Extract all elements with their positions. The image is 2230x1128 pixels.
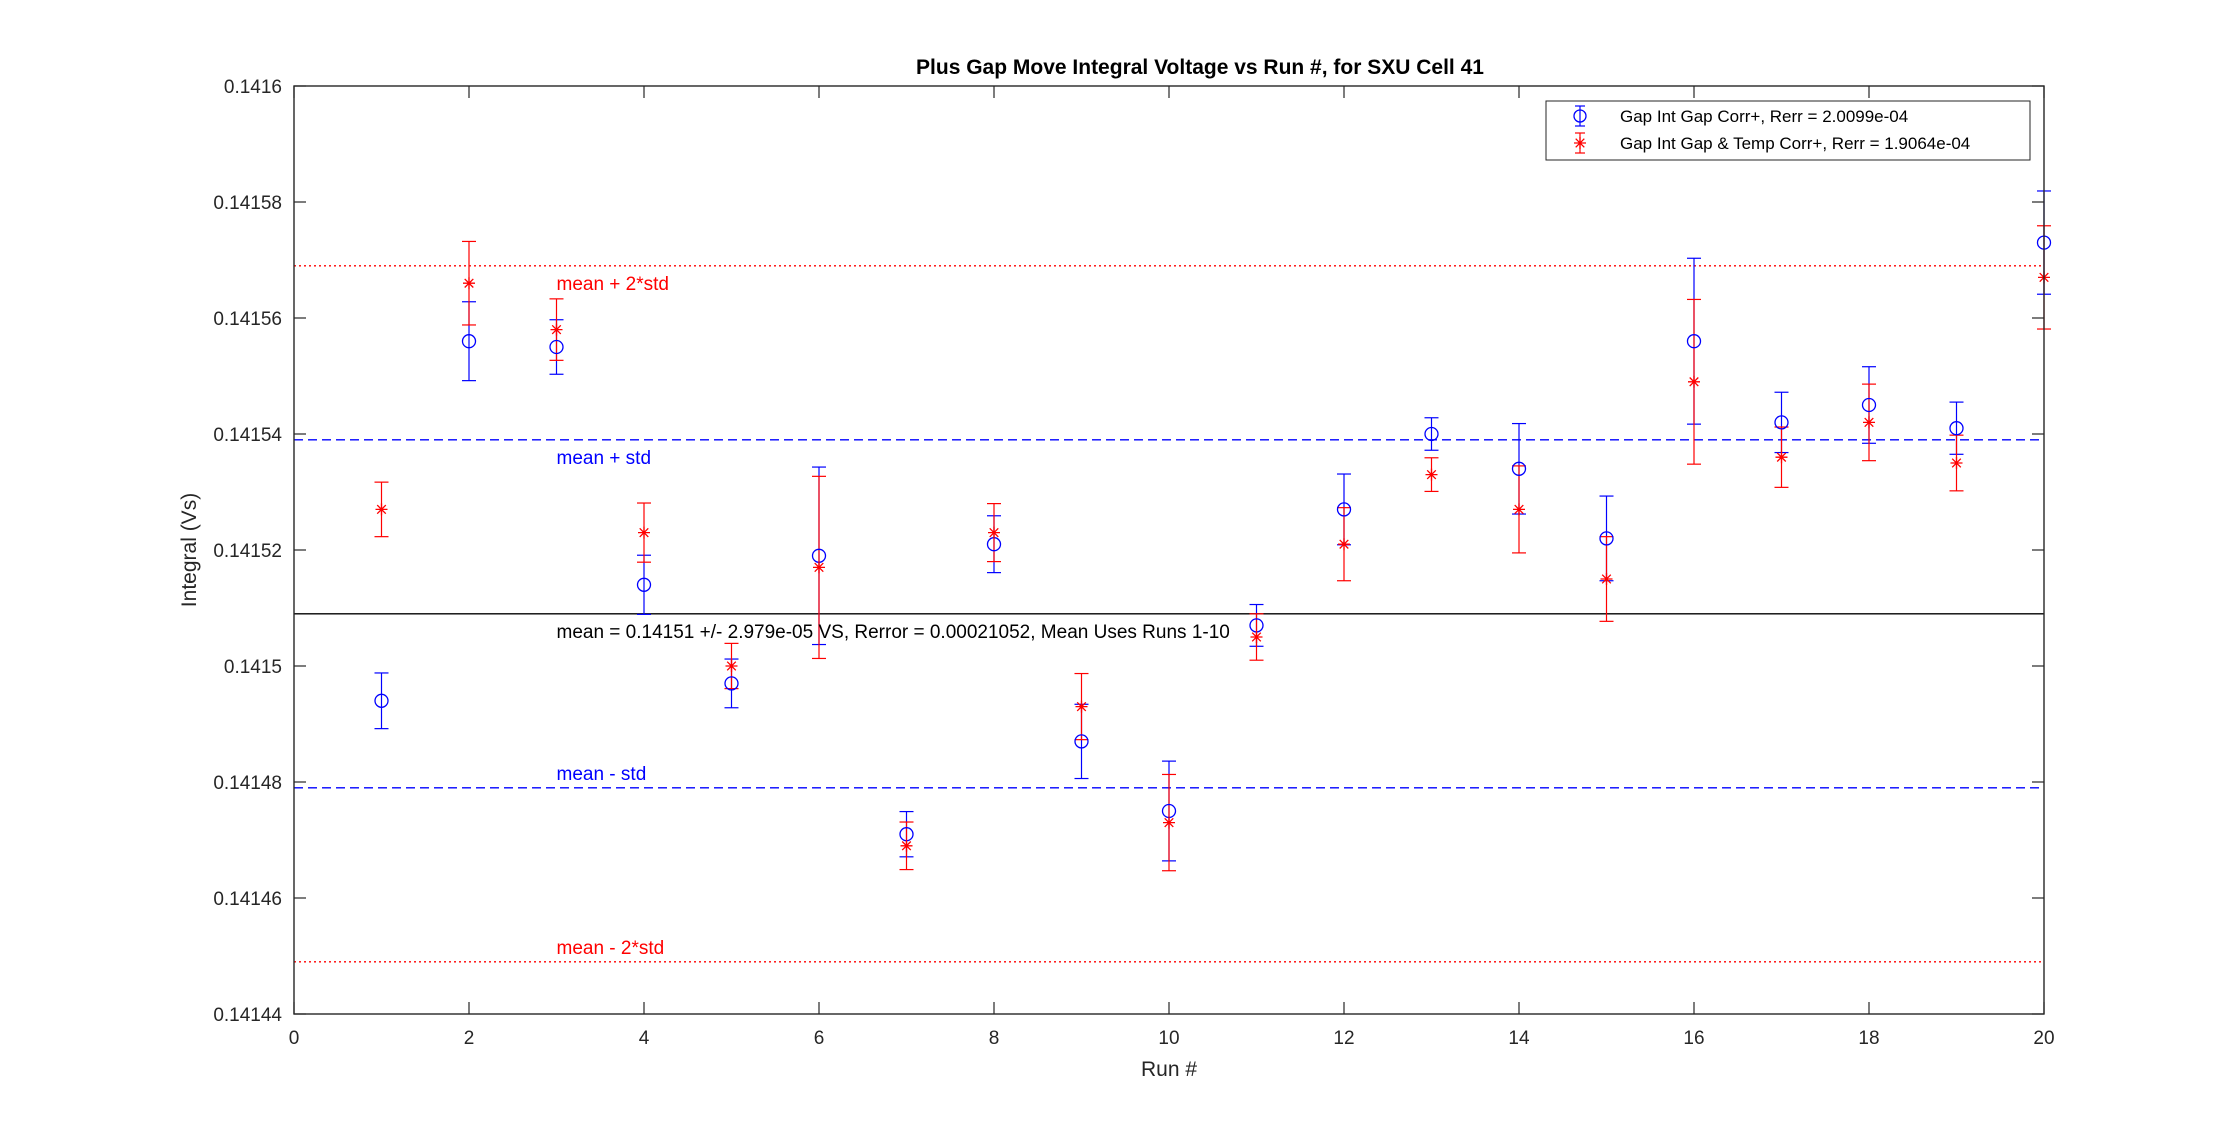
reference-line-label-2: mean + std bbox=[557, 448, 652, 469]
y-tick-label: 0.14154 bbox=[213, 425, 282, 446]
data-point-series-1 bbox=[461, 334, 477, 349]
data-point-series-2 bbox=[988, 526, 1000, 539]
data-point-series-2 bbox=[463, 277, 475, 290]
y-axis-label: Integral (Vs) bbox=[178, 493, 201, 607]
x-tick-label: 14 bbox=[1508, 1028, 1530, 1049]
legend-marker-series-1 bbox=[1573, 109, 1587, 123]
x-tick-label: 6 bbox=[814, 1028, 825, 1049]
x-axis-ticks: 0 2 4 6 8 10 12 14 16 18 20 bbox=[289, 86, 2055, 1049]
legend-marker-series-2 bbox=[1574, 137, 1586, 149]
reference-line-labels: mean + 2*std mean + std mean = 0.14151 +/-… bbox=[557, 274, 1230, 959]
data-point-series-1 bbox=[1861, 397, 1877, 413]
data-point-series-1 bbox=[724, 676, 739, 691]
chart-title: Plus Gap Move Integral Voltage vs Run #,… bbox=[916, 56, 1484, 79]
data-point-series-1 bbox=[1599, 531, 1614, 546]
data-point-series-1 bbox=[1949, 421, 1964, 436]
legend-label-series-1: Gap Int Gap Corr+, Rerr = 2.0099e-04 bbox=[1620, 107, 1908, 126]
reference-line-label-1: mean + 2*std bbox=[557, 274, 670, 295]
data-point-series-2 bbox=[1775, 451, 1788, 464]
data-point-series-2 bbox=[375, 503, 388, 516]
data-point-series-1 bbox=[1424, 426, 1439, 442]
reference-line-label-3: mean = 0.14151 +/- 2.979e-05 VS, Rerror … bbox=[557, 622, 1230, 643]
y-tick-label: 0.14148 bbox=[213, 773, 282, 794]
reference-line-label-4: mean - std bbox=[557, 764, 647, 785]
legend-items bbox=[1573, 105, 1587, 154]
data-point-series-1 bbox=[636, 577, 652, 592]
data-point-series-2 bbox=[550, 323, 563, 336]
x-tick-label: 12 bbox=[1333, 1028, 1354, 1049]
legend: Gap Int Gap Corr+, Rerr = 2.0099e-04 Gap… bbox=[1545, 100, 2031, 161]
data-point-series-2 bbox=[1600, 573, 1613, 585]
data-point-series-2 bbox=[725, 660, 738, 672]
y-axis-ticks: 0.14144 0.14146 0.14148 0.1415 0.14152 0.1415… bbox=[213, 77, 2044, 1026]
y-tick-label: 0.14156 bbox=[213, 309, 282, 330]
legend-box bbox=[1545, 100, 2031, 161]
x-axis-label: Run # bbox=[1141, 1058, 1197, 1081]
x-tick-label: 18 bbox=[1858, 1028, 1879, 1049]
data-point-series-2 bbox=[900, 839, 913, 852]
data-point-series-2 bbox=[1075, 700, 1088, 713]
data-point-series-2 bbox=[1163, 816, 1175, 829]
data-point-series-2 bbox=[1250, 631, 1263, 643]
data-point-series-2 bbox=[1688, 375, 1700, 388]
y-tick-label: 0.14144 bbox=[213, 1005, 282, 1026]
x-tick-label: 4 bbox=[639, 1028, 650, 1049]
data-markers bbox=[374, 235, 2052, 852]
data-point-series-1 bbox=[549, 339, 564, 355]
y-tick-label: 0.14158 bbox=[213, 193, 282, 214]
reference-line-label-5: mean - 2*std bbox=[557, 938, 665, 959]
y-tick-label: 0.14152 bbox=[213, 541, 282, 562]
data-point-series-1 bbox=[1774, 415, 1789, 430]
x-tick-label: 10 bbox=[1158, 1028, 1179, 1049]
data-point-series-2 bbox=[1425, 468, 1438, 481]
data-point-series-2 bbox=[1950, 457, 1963, 469]
x-tick-label: 8 bbox=[989, 1028, 1000, 1049]
y-tick-label: 0.1415 bbox=[224, 657, 282, 678]
y-tick-label: 0.14146 bbox=[213, 889, 282, 910]
data-point-series-1 bbox=[1074, 734, 1089, 749]
data-point-series-1 bbox=[374, 693, 389, 708]
data-point-series-2 bbox=[638, 526, 650, 539]
data-point-series-2 bbox=[1863, 416, 1875, 429]
legend-label-series-2: Gap Int Gap & Temp Corr+, Rerr = 1.9064e… bbox=[1620, 134, 1970, 153]
y-tick-label: 0.1416 bbox=[224, 77, 282, 98]
data-point-series-2 bbox=[1338, 538, 1350, 551]
x-tick-label: 20 bbox=[2033, 1028, 2054, 1049]
data-point-series-1 bbox=[1686, 334, 1702, 349]
data-point-series-2 bbox=[813, 561, 825, 574]
data-point-series-2 bbox=[1513, 503, 1525, 516]
x-tick-label: 0 bbox=[289, 1028, 300, 1049]
data-point-series-1 bbox=[1336, 502, 1352, 517]
data-point-series-1 bbox=[1511, 461, 1527, 476]
x-tick-label: 16 bbox=[1683, 1028, 1704, 1049]
x-tick-label: 2 bbox=[464, 1028, 475, 1049]
